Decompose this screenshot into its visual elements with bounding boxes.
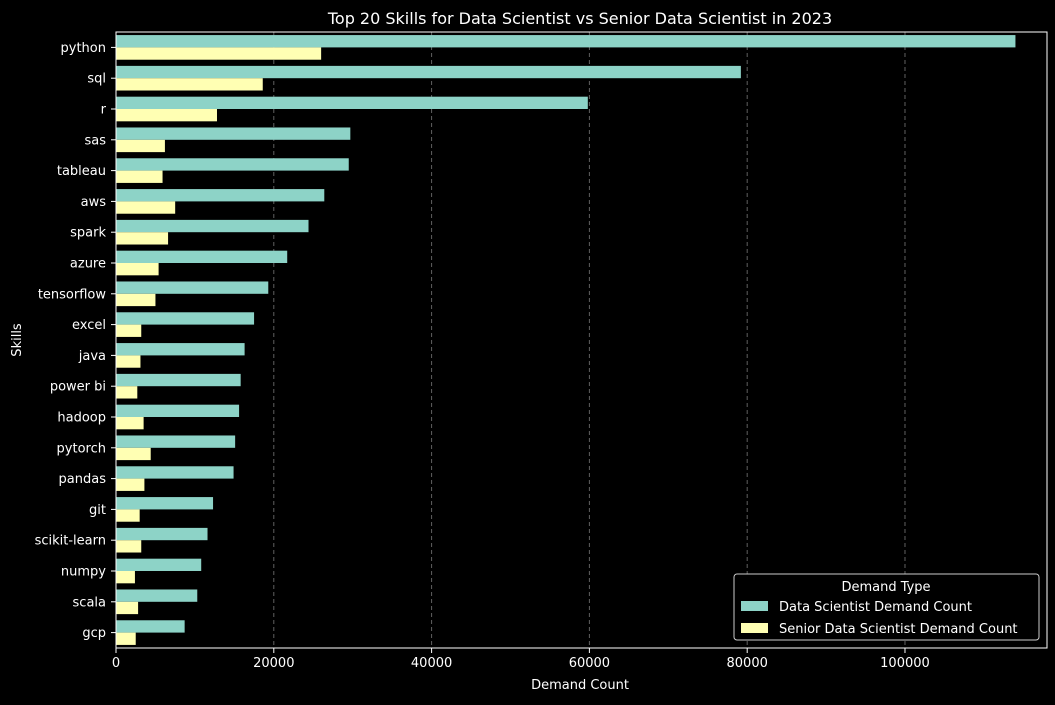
y-tick-label: java bbox=[78, 349, 106, 364]
bar-senior-data-scientist bbox=[116, 571, 135, 584]
y-tick-label: tensorflow bbox=[38, 287, 107, 302]
bar-data-scientist bbox=[116, 466, 234, 479]
legend-label-data-scientist: Data Scientist Demand Count bbox=[779, 600, 972, 615]
bar-senior-data-scientist bbox=[116, 47, 322, 60]
bar-senior-data-scientist bbox=[116, 540, 142, 553]
legend-swatch-data-scientist bbox=[741, 601, 768, 611]
bar-data-scientist bbox=[116, 219, 309, 233]
bar-senior-data-scientist bbox=[116, 417, 144, 430]
y-tick-label: pandas bbox=[59, 472, 107, 487]
bar-senior-data-scientist bbox=[116, 293, 156, 307]
y-tick-label: numpy bbox=[61, 565, 106, 580]
y-tick-label: power bi bbox=[50, 380, 106, 395]
bar-senior-data-scientist bbox=[116, 78, 263, 91]
bar-data-scientist bbox=[116, 343, 245, 356]
y-tick-label: gcp bbox=[82, 626, 106, 641]
x-tick-label: 0 bbox=[112, 656, 120, 671]
bar-senior-data-scientist bbox=[116, 478, 145, 491]
y-tick-label: tableau bbox=[57, 164, 106, 179]
y-tick-label: azure bbox=[70, 257, 106, 272]
bar-senior-data-scientist bbox=[116, 170, 163, 183]
chart-title: Top 20 Skills for Data Scientist vs Seni… bbox=[327, 9, 832, 28]
bar-data-scientist bbox=[116, 96, 588, 109]
bar-data-scientist bbox=[116, 620, 185, 633]
y-tick-label: spark bbox=[70, 226, 106, 241]
y-tick-label: sql bbox=[87, 72, 106, 87]
bar-data-scientist bbox=[116, 158, 349, 171]
bar-senior-data-scientist bbox=[116, 386, 138, 399]
legend-frame bbox=[733, 573, 1040, 641]
y-tick-label: sas bbox=[84, 133, 106, 148]
bar-senior-data-scientist bbox=[116, 447, 151, 461]
y-axis-label: Skills bbox=[10, 323, 25, 357]
bar-data-scientist bbox=[116, 250, 288, 263]
y-tick-label: git bbox=[89, 503, 106, 518]
bar-data-scientist bbox=[116, 558, 202, 571]
legend: Demand Type Data Scientist Demand Count … bbox=[733, 573, 1040, 641]
bar-senior-data-scientist bbox=[116, 232, 169, 245]
bar-data-scientist bbox=[116, 35, 1016, 48]
x-tick-label: 60000 bbox=[569, 656, 610, 671]
x-tick-label: 80000 bbox=[727, 656, 768, 671]
gridlines bbox=[273, 32, 906, 648]
y-tick-label: scala bbox=[73, 595, 106, 610]
bar-data-scientist bbox=[116, 281, 269, 294]
x-tick-label: 100000 bbox=[880, 656, 930, 671]
bars bbox=[116, 35, 1016, 645]
y-tick-label: aws bbox=[81, 195, 107, 210]
bar-data-scientist bbox=[116, 497, 214, 510]
y-ticks: python sql r sas tableau aws spark azure tensorf… bbox=[35, 41, 116, 641]
bar-senior-data-scientist bbox=[116, 324, 142, 337]
y-tick-label: excel bbox=[72, 318, 106, 333]
bar-senior-data-scientist bbox=[116, 355, 141, 368]
plot-frame bbox=[115, 31, 1048, 649]
bar-data-scientist bbox=[116, 189, 325, 202]
bar-data-scientist bbox=[116, 527, 208, 541]
bar-senior-data-scientist bbox=[116, 601, 139, 615]
bar-data-scientist bbox=[116, 589, 198, 602]
bar-data-scientist bbox=[116, 312, 255, 325]
y-tick-label: pytorch bbox=[57, 441, 106, 456]
x-ticks: 0 20000 40000 60000 80000 100000 bbox=[112, 648, 930, 671]
y-tick-label: python bbox=[61, 41, 106, 56]
y-tick-label: scikit-learn bbox=[35, 534, 106, 549]
bar-data-scientist bbox=[116, 404, 240, 417]
bar-senior-data-scientist bbox=[116, 139, 165, 153]
y-tick-label: hadoop bbox=[57, 411, 106, 426]
bar-senior-data-scientist bbox=[116, 632, 136, 645]
x-tick-label: 40000 bbox=[411, 656, 452, 671]
bar-data-scientist bbox=[116, 127, 351, 140]
bar-data-scientist bbox=[116, 65, 741, 79]
bar-senior-data-scientist bbox=[116, 509, 140, 522]
legend-title: Demand Type bbox=[841, 580, 930, 595]
bar-data-scientist bbox=[116, 435, 236, 448]
x-axis-label: Demand Count bbox=[531, 678, 629, 693]
legend-label-senior-data-scientist: Senior Data Scientist Demand Count bbox=[779, 622, 1018, 637]
y-tick-label: r bbox=[101, 103, 107, 118]
bar-senior-data-scientist bbox=[116, 263, 159, 276]
bar-senior-data-scientist bbox=[116, 109, 217, 122]
x-tick-label: 20000 bbox=[253, 656, 294, 671]
bar-senior-data-scientist bbox=[116, 201, 176, 214]
axes bbox=[115, 31, 1048, 649]
legend-swatch-senior-data-scientist bbox=[741, 623, 768, 633]
bar-data-scientist bbox=[116, 373, 241, 387]
